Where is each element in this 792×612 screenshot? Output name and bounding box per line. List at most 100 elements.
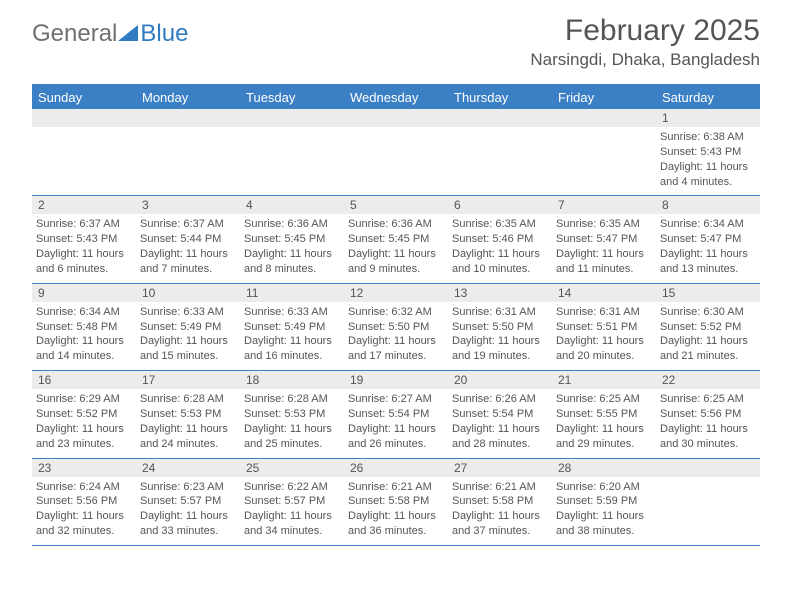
logo-triangle-icon (118, 20, 138, 48)
calendar-cell: 7Sunrise: 6:35 AMSunset: 5:47 PMDaylight… (552, 196, 656, 282)
day-number: 26 (344, 459, 448, 477)
brand-logo: General Blue (32, 14, 188, 48)
weekday-header: Saturday (656, 86, 760, 109)
day-number: 1 (656, 109, 760, 127)
day-info: Sunrise: 6:23 AMSunset: 5:57 PMDaylight:… (140, 480, 236, 539)
calendar: Sunday Monday Tuesday Wednesday Thursday… (32, 84, 760, 546)
calendar-cell: 24 Sunrise: 6:23 AMSunset: 5:57 PMDayligh… (136, 459, 240, 545)
page-header: General Blue February 2025 Narsingdi, Dh… (0, 0, 792, 76)
calendar-cell: 27Sunrise: 6:21 AMSunset: 5:58 PMDayligh… (448, 459, 552, 545)
calendar-cell: 25 Sunrise: 6:22 AMSunset: 5:57 PMDayligh… (240, 459, 344, 545)
calendar-cell: 1 Sunrise: 6:38 AMSunset: 5:43 PMDaylight… (656, 109, 760, 195)
calendar-cell: 22 Sunrise: 6:25 AMSunset: 5:56 PMDayligh… (656, 371, 760, 457)
calendar-cell: 10Sunrise: 6:33 AMSunset: 5:49 PMDayligh… (136, 284, 240, 370)
calendar-cell: 4 Sunrise: 6:36 AMSunset: 5:45 PMDaylight… (240, 196, 344, 282)
calendar-cell: 17 Sunrise: 6:28 AMSunset: 5:53 PMDayligh… (136, 371, 240, 457)
calendar-cell: 9 Sunrise: 6:34 AMSunset: 5:48 PMDaylight… (32, 284, 136, 370)
day-info: Sunrise: 6:38 AMSunset: 5:43 PMDaylight:… (660, 130, 756, 189)
calendar-cell: 28Sunrise: 6:20 AMSunset: 5:59 PMDayligh… (552, 459, 656, 545)
calendar-cell: 15Sunrise: 6:30 AMSunset: 5:52 PMDayligh… (656, 284, 760, 370)
calendar-cell-empty (344, 109, 448, 195)
brand-part2: Blue (140, 20, 188, 48)
day-info: Sunrise: 6:26 AMSunset: 5:54 PMDaylight:… (452, 392, 548, 451)
day-number: 13 (448, 284, 552, 302)
day-info: Sunrise: 6:36 AMSunset: 5:45 PMDaylight:… (348, 217, 444, 276)
day-number: 28 (552, 459, 656, 477)
day-info: Sunrise: 6:34 AMSunset: 5:47 PMDaylight:… (660, 217, 756, 276)
title-block: February 2025 Narsingdi, Dhaka, Banglade… (530, 14, 760, 70)
day-number: 6 (448, 196, 552, 214)
day-number: 17 (136, 371, 240, 389)
calendar-cell-empty (656, 459, 760, 545)
calendar-week-row: 1 Sunrise: 6:38 AMSunset: 5:43 PMDaylight… (32, 109, 760, 196)
weekday-header: Tuesday (240, 86, 344, 109)
day-number: 12 (344, 284, 448, 302)
calendar-cell: 3 Sunrise: 6:37 AMSunset: 5:44 PMDaylight… (136, 196, 240, 282)
calendar-cell-empty (240, 109, 344, 195)
weekday-header-row: Sunday Monday Tuesday Wednesday Thursday… (32, 86, 760, 109)
day-number: 3 (136, 196, 240, 214)
calendar-cell: 8Sunrise: 6:34 AMSunset: 5:47 PMDaylight… (656, 196, 760, 282)
calendar-week-row: 23 Sunrise: 6:24 AMSunset: 5:56 PMDayligh… (32, 459, 760, 546)
calendar-cell: 2 Sunrise: 6:37 AMSunset: 5:43 PMDaylight… (32, 196, 136, 282)
day-info: Sunrise: 6:28 AMSunset: 5:53 PMDaylight:… (140, 392, 236, 451)
day-info: Sunrise: 6:32 AMSunset: 5:50 PMDaylight:… (348, 305, 444, 364)
day-number: 10 (136, 284, 240, 302)
weekday-header: Wednesday (344, 86, 448, 109)
day-info: Sunrise: 6:21 AMSunset: 5:58 PMDaylight:… (348, 480, 444, 539)
weekday-header: Monday (136, 86, 240, 109)
day-info: Sunrise: 6:28 AMSunset: 5:53 PMDaylight:… (244, 392, 340, 451)
day-info: Sunrise: 6:35 AMSunset: 5:47 PMDaylight:… (556, 217, 652, 276)
day-number: 11 (240, 284, 344, 302)
weekday-header: Friday (552, 86, 656, 109)
day-number: 4 (240, 196, 344, 214)
calendar-week-row: 2 Sunrise: 6:37 AMSunset: 5:43 PMDaylight… (32, 196, 760, 283)
calendar-week-row: 16 Sunrise: 6:29 AMSunset: 5:52 PMDayligh… (32, 371, 760, 458)
calendar-cell-empty (136, 109, 240, 195)
weekday-header: Thursday (448, 86, 552, 109)
day-number: 20 (448, 371, 552, 389)
day-number: 27 (448, 459, 552, 477)
day-info: Sunrise: 6:33 AMSunset: 5:49 PMDaylight:… (244, 305, 340, 364)
location-text: Narsingdi, Dhaka, Bangladesh (530, 50, 760, 70)
weekday-header: Sunday (32, 86, 136, 109)
calendar-week-row: 9 Sunrise: 6:34 AMSunset: 5:48 PMDaylight… (32, 284, 760, 371)
calendar-cell: 19Sunrise: 6:27 AMSunset: 5:54 PMDayligh… (344, 371, 448, 457)
day-number: 16 (32, 371, 136, 389)
day-info: Sunrise: 6:31 AMSunset: 5:50 PMDaylight:… (452, 305, 548, 364)
day-number: 15 (656, 284, 760, 302)
calendar-cell: 12 Sunrise: 6:32 AMSunset: 5:50 PMDayligh… (344, 284, 448, 370)
day-number: 23 (32, 459, 136, 477)
day-info: Sunrise: 6:24 AMSunset: 5:56 PMDaylight:… (36, 480, 132, 539)
calendar-cell-empty (448, 109, 552, 195)
day-info: Sunrise: 6:25 AMSunset: 5:56 PMDaylight:… (660, 392, 756, 451)
day-number: 14 (552, 284, 656, 302)
calendar-cell: 5Sunrise: 6:36 AMSunset: 5:45 PMDaylight… (344, 196, 448, 282)
month-title: February 2025 (530, 14, 760, 48)
day-number: 9 (32, 284, 136, 302)
calendar-cell: 20 Sunrise: 6:26 AMSunset: 5:54 PMDayligh… (448, 371, 552, 457)
brand-part1: General (32, 20, 117, 48)
calendar-cell: 6 Sunrise: 6:35 AMSunset: 5:46 PMDaylight… (448, 196, 552, 282)
calendar-cell: 13 Sunrise: 6:31 AMSunset: 5:50 PMDayligh… (448, 284, 552, 370)
day-info: Sunrise: 6:25 AMSunset: 5:55 PMDaylight:… (556, 392, 652, 451)
day-info: Sunrise: 6:37 AMSunset: 5:43 PMDaylight:… (36, 217, 132, 276)
day-info: Sunrise: 6:34 AMSunset: 5:48 PMDaylight:… (36, 305, 132, 364)
day-number: 2 (32, 196, 136, 214)
calendar-cell: 23 Sunrise: 6:24 AMSunset: 5:56 PMDayligh… (32, 459, 136, 545)
day-number: 18 (240, 371, 344, 389)
day-info: Sunrise: 6:35 AMSunset: 5:46 PMDaylight:… (452, 217, 548, 276)
day-number: 25 (240, 459, 344, 477)
day-info: Sunrise: 6:29 AMSunset: 5:52 PMDaylight:… (36, 392, 132, 451)
day-info: Sunrise: 6:36 AMSunset: 5:45 PMDaylight:… (244, 217, 340, 276)
day-info: Sunrise: 6:22 AMSunset: 5:57 PMDaylight:… (244, 480, 340, 539)
calendar-cell: 14Sunrise: 6:31 AMSunset: 5:51 PMDayligh… (552, 284, 656, 370)
day-number: 21 (552, 371, 656, 389)
calendar-cell-empty (32, 109, 136, 195)
calendar-cell: 16 Sunrise: 6:29 AMSunset: 5:52 PMDayligh… (32, 371, 136, 457)
calendar-cell: 11 Sunrise: 6:33 AMSunset: 5:49 PMDayligh… (240, 284, 344, 370)
day-info: Sunrise: 6:37 AMSunset: 5:44 PMDaylight:… (140, 217, 236, 276)
day-number: 22 (656, 371, 760, 389)
calendar-cell: 18 Sunrise: 6:28 AMSunset: 5:53 PMDayligh… (240, 371, 344, 457)
day-number: 24 (136, 459, 240, 477)
